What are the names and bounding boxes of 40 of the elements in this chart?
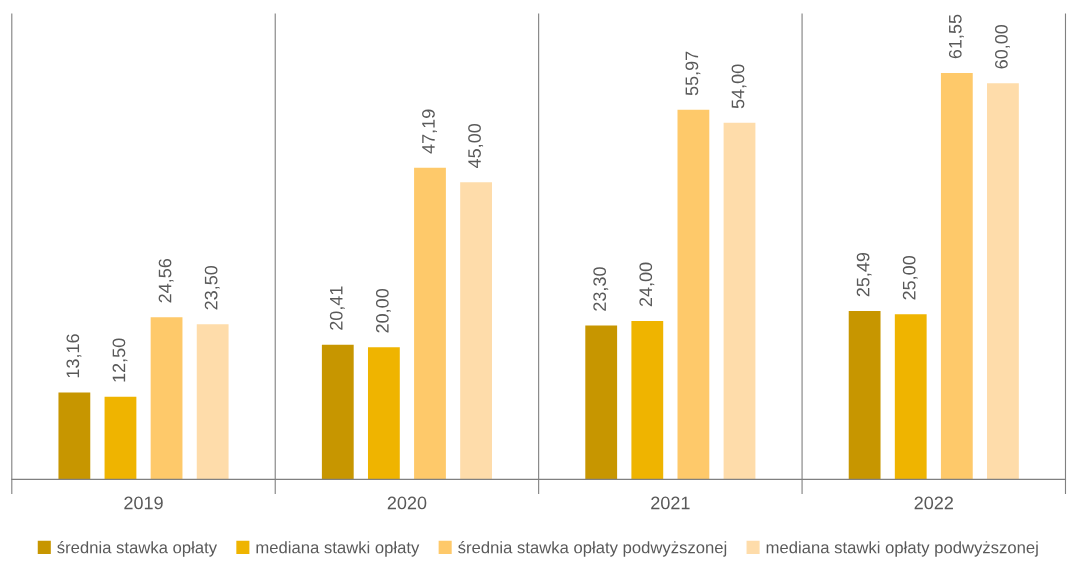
data-label: 23,30: [593, 267, 609, 311]
bar: [987, 83, 1019, 480]
bar: [150, 317, 183, 480]
x-tick-label: 2019: [124, 496, 163, 510]
data-label: 24,56: [158, 258, 174, 303]
legend-label: średnia stawka opłaty: [57, 540, 218, 557]
data-label: 12,50: [112, 338, 128, 382]
data-label: 54,00: [731, 64, 747, 109]
bar: [321, 344, 354, 480]
bar: [367, 347, 400, 480]
bar: [460, 182, 492, 480]
bar: [104, 396, 137, 480]
data-label: 55,97: [685, 51, 701, 96]
data-label: 45,00: [468, 123, 484, 168]
bar: [723, 122, 756, 480]
data-label: 47,19: [422, 109, 437, 154]
data-label: 25,00: [902, 255, 918, 300]
legend-label: średnia stawka opłaty podwyższonej: [458, 540, 727, 557]
bar: [894, 314, 927, 480]
data-label: 13,16: [66, 334, 82, 378]
bar: [940, 73, 973, 480]
data-label: 60,00: [994, 24, 1010, 69]
bar: [414, 167, 446, 480]
data-label: 61,55: [948, 14, 964, 59]
x-tick-label: 2020: [387, 496, 427, 510]
data-label: 25,49: [856, 252, 872, 297]
bar: [196, 324, 229, 480]
legend-label: mediana stawki opłaty: [256, 541, 420, 557]
data-label: 23,50: [204, 265, 220, 310]
legend-label: mediana stawki opłaty podwyższonej: [766, 541, 1038, 557]
data-label: 24,00: [639, 262, 655, 307]
bar: [58, 392, 91, 480]
x-tick-label: 2022: [914, 496, 953, 510]
bar: [585, 325, 618, 480]
bar: [631, 320, 664, 480]
bar: [677, 109, 710, 480]
data-label: 20,41: [329, 286, 345, 330]
bar: [848, 311, 881, 480]
data-label: 20,00: [375, 288, 391, 333]
x-tick-label: 2021: [651, 496, 690, 510]
